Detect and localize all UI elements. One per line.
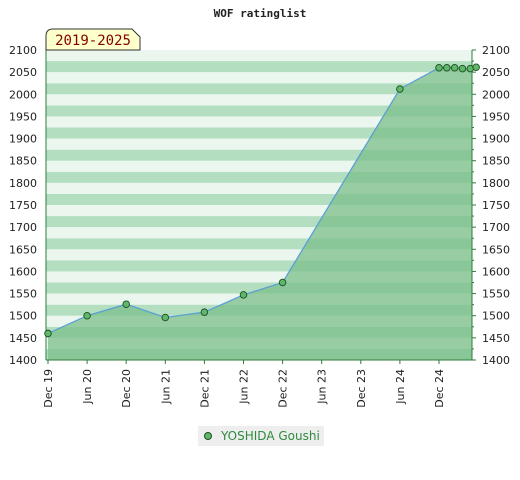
y-axis-left: 1400 1450 1500 1550 1600 1650 1700 1750 1800 1850… [9,44,37,367]
y-tick-label-left: 1950 [9,110,37,123]
grid-band [46,127,472,139]
y-tick-label-left: 1900 [9,133,37,146]
data-point [458,64,467,73]
grid-band [46,216,472,228]
y-tick-label-left: 1400 [9,354,37,367]
grid-band [46,260,472,272]
y-tick-label-right: 1950 [482,110,510,123]
y-tick-label-right: 1800 [482,177,510,190]
data-point [83,311,91,320]
grid-band [46,116,472,128]
data-point [472,63,480,72]
data-point [161,313,170,322]
y-tick-label-right: 1700 [482,221,510,234]
data-point [396,85,404,93]
x-tick-label: Jun 24 [394,369,407,405]
x-tick-label: Dec 22 [277,369,290,408]
data-point [239,291,248,299]
data-point [44,329,52,338]
y-tick-label-left: 1800 [9,177,37,190]
grid-band [46,160,472,172]
grid-band [46,50,472,62]
y-tick-label-left: 1450 [9,332,37,345]
data-point [122,300,130,308]
grid-band [46,249,472,261]
x-tick-label: Dec 21 [198,369,211,408]
grid-band [46,105,472,117]
data-point [278,278,287,287]
grid-band [46,83,472,95]
legend-marker [204,432,212,440]
y-tick-label-left: 1700 [9,221,37,234]
grid-band [46,238,472,250]
x-tick-label: Jun 23 [316,369,329,405]
grid-band [46,72,472,84]
grid-band [46,182,472,194]
grid-band [46,149,472,161]
grid-band [46,193,472,205]
y-tick-label-left: 2100 [9,44,37,57]
y-tick-label-left: 1650 [9,243,37,256]
y-tick-label-left: 1850 [9,155,37,168]
y-tick-label-left: 1750 [9,199,37,212]
legend-series-name: YOSHIDA Goushi [220,429,320,443]
period-badge: 2019-2025 [45,28,141,51]
y-tick-label-left: 2050 [9,66,37,79]
y-tick-label-right: 1650 [482,243,510,256]
data-points [44,63,480,338]
y-tick-label-left: 2000 [9,88,37,101]
data-point [450,63,459,72]
x-tick-label: Jun 22 [238,369,251,405]
grid-band [46,271,472,283]
y-tick-label-right: 1750 [482,199,510,212]
grid-band [46,205,472,217]
x-tick-label: Jun 21 [159,369,172,405]
y-axis-right: 1400 1450 1500 1550 1600 1650 1700 1750 1800 1850… [472,44,510,367]
x-tick-label: Dec 23 [355,369,368,408]
chart-title: WOF ratinglist [214,7,307,20]
legend: YOSHIDA Goushi [198,426,324,446]
y-tick-label-left: 1600 [9,265,37,278]
x-tick-label: Dec 20 [120,369,133,408]
grid-band [46,138,472,150]
y-tick-label-right: 1500 [482,310,510,323]
y-tick-label-right: 1600 [482,265,510,278]
x-tick-label: Dec 24 [433,369,446,408]
grid-band [46,171,472,183]
grid-band [46,282,472,294]
y-tick-label-right: 1550 [482,288,510,301]
period-label: 2019-2025 [55,33,131,49]
y-tick-label-right: 1850 [482,155,510,168]
data-point [200,308,209,316]
y-tick-label-right: 1450 [482,332,510,345]
y-tick-label-right: 2000 [482,88,510,101]
data-point [443,63,451,72]
x-axis: Dec 19 Jun 20 Dec 20 Jun 21 Dec 21 Jun 22 Dec … [42,360,446,408]
y-tick-label-right: 1400 [482,354,510,367]
y-tick-label-left: 1500 [9,310,37,323]
y-tick-label-left: 1550 [9,288,37,301]
y-tick-label-right: 2050 [482,66,510,79]
x-tick-label: Jun 20 [81,369,94,405]
data-point [435,63,443,72]
y-tick-label-right: 1900 [482,133,510,146]
x-tick-label: Dec 19 [42,369,55,408]
grid-band [46,61,472,73]
grid-band [46,94,472,106]
y-tick-label-right: 2100 [482,44,510,57]
grid-band [46,227,472,239]
